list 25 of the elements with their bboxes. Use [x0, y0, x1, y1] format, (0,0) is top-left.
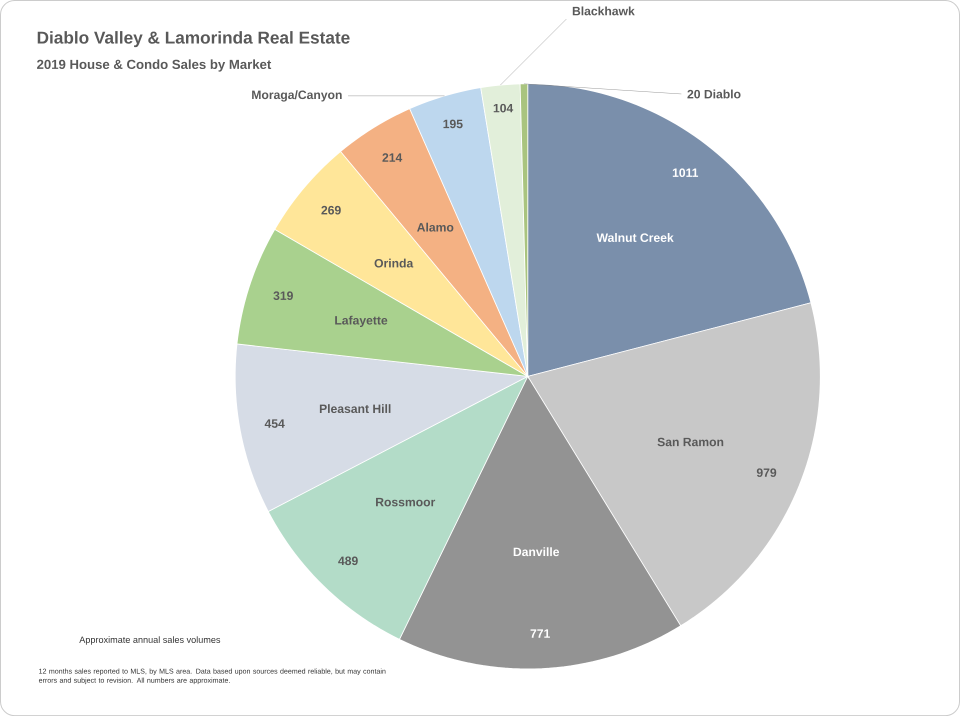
data-label: 104 — [494, 104, 514, 112]
data-label: 771 — [530, 629, 550, 638]
slice-label: Walnut Creek — [596, 232, 674, 242]
slice-label: Diablo — [704, 89, 741, 98]
data-label: 214 — [382, 153, 402, 162]
data-label: 319 — [273, 291, 293, 300]
slice-label: Alamo — [417, 222, 454, 232]
data-label: 195 — [443, 120, 463, 128]
slice-label: Lafayette — [335, 316, 388, 327]
text: 2019 House & Condo Sales by Market — [37, 59, 272, 72]
data-label: 269 — [321, 206, 341, 214]
slice-label: Moraga/Canyon — [252, 90, 342, 102]
slice-label: Danville — [514, 547, 560, 556]
slice-label: San Ramon — [658, 438, 724, 446]
data-label: 20 — [687, 90, 700, 98]
data-label: 1011 — [672, 168, 698, 177]
slice-label: Pleasant Hill — [320, 404, 390, 413]
slice-label: Orinda — [374, 258, 414, 268]
data-label: 979 — [756, 468, 776, 477]
slice-label: Rossmoor — [376, 498, 436, 506]
data-label: 454 — [264, 419, 285, 428]
text: Approximate annual sales volumes — [79, 636, 220, 645]
text: Diablo Valley & Lamorinda Real Estate — [38, 30, 350, 48]
data-label: 489 — [338, 556, 358, 566]
slice-label: Blackhawk — [572, 6, 635, 16]
